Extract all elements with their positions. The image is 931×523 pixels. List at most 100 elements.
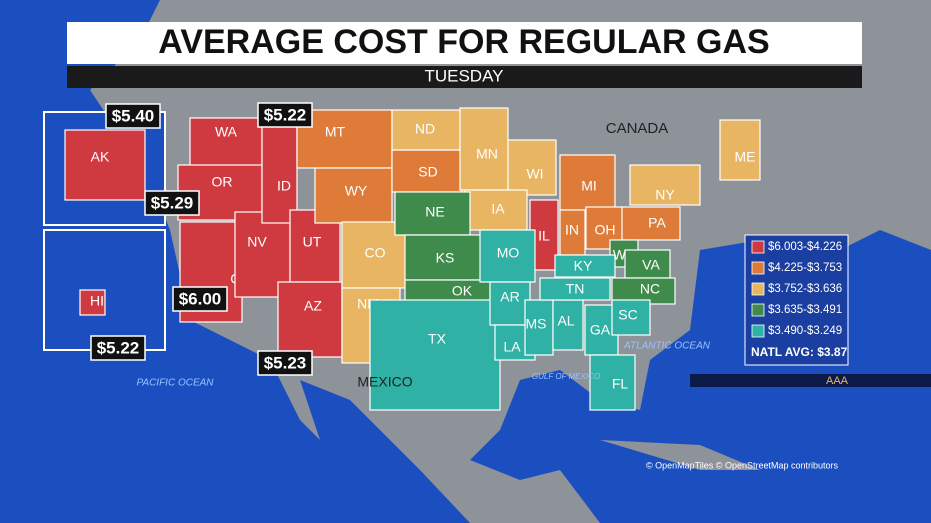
state-label: AL	[557, 313, 574, 329]
state-label: LA	[503, 339, 521, 355]
state	[479, 229, 536, 283]
state-label: VA	[642, 257, 660, 273]
state-label: NC	[640, 281, 660, 297]
price-callout	[90, 335, 146, 361]
state-label: GA	[590, 322, 611, 338]
place-label: PACIFIC OCEAN	[136, 378, 214, 389]
state-label: WY	[345, 183, 368, 199]
price-text: $5.29	[151, 193, 194, 212]
state-label: MI	[581, 178, 597, 194]
state-label: NE	[425, 204, 444, 220]
price-callout	[257, 102, 313, 128]
state-label: ND	[415, 121, 435, 137]
state-label: ME	[735, 149, 756, 165]
legend-label: $3.490-$3.249	[768, 325, 842, 337]
state	[369, 299, 501, 411]
state-label: KS	[436, 250, 455, 266]
price-text: $5.23	[264, 353, 307, 372]
state-label: PA	[648, 215, 666, 231]
state	[629, 164, 701, 206]
legend-swatch	[751, 303, 765, 317]
source: AAA	[826, 375, 849, 387]
legend-swatch	[751, 240, 765, 254]
price-callout	[144, 190, 200, 216]
state-label: FL	[612, 376, 629, 392]
state-label: ID	[277, 178, 291, 194]
state	[189, 117, 263, 169]
place-label: GULF OF MEXICO	[532, 372, 600, 381]
price-callout	[105, 103, 161, 129]
state-label: MN	[476, 146, 498, 162]
state-label: NV	[247, 234, 267, 250]
legend	[744, 234, 849, 366]
state	[552, 299, 584, 351]
state	[79, 289, 106, 316]
state	[64, 129, 146, 201]
price-text: $5.40	[112, 106, 155, 125]
state	[489, 281, 531, 326]
attribution: © OpenMapTiles © OpenStreetMap contribut…	[646, 460, 839, 470]
state	[719, 119, 761, 181]
state	[559, 154, 616, 211]
state-label: HI	[90, 293, 104, 309]
price-text: $5.22	[264, 105, 307, 124]
state	[394, 191, 471, 236]
state	[314, 167, 393, 224]
state-label: AK	[91, 149, 110, 165]
title-bar	[67, 22, 862, 64]
price-callout	[172, 286, 228, 312]
state	[539, 277, 611, 301]
price-callout	[257, 350, 313, 376]
state	[277, 281, 343, 358]
state-label: MS	[526, 316, 547, 332]
state	[391, 109, 461, 151]
legend-label: $4.225-$3.753	[768, 262, 842, 274]
state-label: IN	[565, 222, 579, 238]
legend-label: $3.752-$3.636	[768, 283, 842, 295]
state	[589, 354, 636, 411]
legend-swatch	[751, 261, 765, 275]
national-average: NATL AVG: $3.87	[751, 345, 848, 359]
subtitle: TUESDAY	[424, 66, 503, 85]
state-label: KY	[574, 258, 593, 274]
source-bar	[690, 374, 931, 387]
state	[621, 206, 681, 241]
state	[459, 107, 509, 191]
place-label: CANADA	[606, 120, 669, 137]
state-label: OR	[212, 174, 233, 190]
place-label: MEXICO	[357, 374, 412, 390]
state-label: AZ	[304, 298, 322, 314]
state	[611, 299, 651, 336]
state	[234, 211, 291, 298]
state-label: WA	[215, 124, 238, 140]
state-label: AR	[500, 289, 519, 305]
state-label: WI	[526, 166, 543, 182]
land	[600, 440, 760, 470]
state	[404, 234, 486, 281]
legend-label: $6.003-$4.226	[768, 241, 842, 253]
title: AVERAGE COST FOR REGULAR GAS	[158, 23, 769, 61]
state-label: TX	[428, 331, 447, 347]
state-label: IL	[538, 228, 550, 244]
state-label: CO	[365, 245, 386, 261]
state-label: SD	[418, 164, 437, 180]
legend-swatch	[751, 324, 765, 338]
place-label: ATLANTIC OCEAN	[623, 341, 711, 352]
state-label: UT	[303, 234, 322, 250]
price-text: $6.00	[179, 289, 222, 308]
price-text: $5.22	[97, 338, 140, 357]
state-label: SC	[618, 307, 637, 323]
state	[296, 109, 393, 169]
state	[554, 254, 616, 278]
legend-label: $3.635-$3.491	[768, 304, 842, 316]
state-label: OH	[595, 222, 616, 238]
state-label: IA	[491, 201, 505, 217]
state	[507, 139, 557, 196]
state-label: TN	[566, 281, 585, 297]
state	[559, 209, 586, 256]
state-label: MO	[497, 245, 520, 261]
state	[261, 117, 298, 224]
legend-swatch	[751, 282, 765, 296]
state-label: MT	[325, 124, 346, 140]
